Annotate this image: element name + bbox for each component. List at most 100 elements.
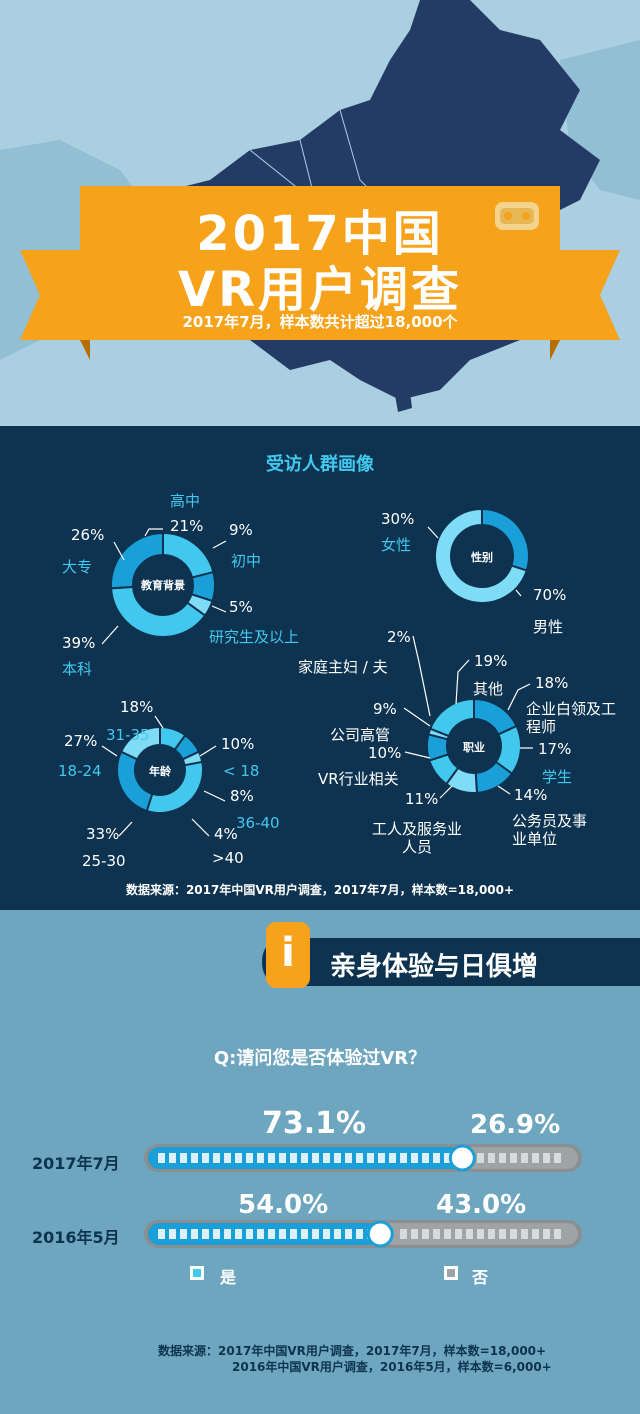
bar-segment [356, 1229, 363, 1239]
age-label-31-35: 31-35 [106, 726, 150, 744]
occ-label-student: 学生 [542, 768, 573, 786]
experience-section: i 亲身体验与日俱增 Q:请问您是否体验过VR？ 73.1% 26.9% 201… [0, 910, 640, 1414]
bar-segment [290, 1153, 297, 1163]
occ-value-civil: 14% [514, 786, 548, 804]
age-slice-5 [119, 726, 161, 761]
bar-segment [499, 1229, 506, 1239]
bar-segment [224, 1153, 231, 1163]
bar-segment [213, 1229, 220, 1239]
bar-segment [323, 1229, 330, 1239]
bar-segment [521, 1229, 528, 1239]
experience-bar-chart [144, 1144, 582, 1248]
bar-segment [180, 1153, 187, 1163]
info-badge-icon: i [281, 930, 295, 976]
edu-hole [133, 555, 193, 615]
donut-occupation-center: 职业 [463, 741, 485, 754]
edu-label-chuzhong: 初中 [231, 552, 262, 570]
bar-segment [268, 1153, 275, 1163]
age-label-lt18: < 18 [223, 762, 260, 780]
bar-segment [257, 1229, 264, 1239]
occ-hole [447, 719, 501, 773]
edu-label-yanjiusheng: 研究生及以上 [209, 628, 300, 646]
section2-title: 亲身体验与日俱增 [330, 952, 539, 982]
bar-segment [191, 1229, 198, 1239]
bar-segment [378, 1153, 385, 1163]
bar-segment [433, 1153, 440, 1163]
experience-source-line1: 数据来源：2017年中国VR用户调查，2017年7月，样本数=18,000+ [158, 1344, 547, 1358]
bar-segment [422, 1229, 429, 1239]
bar-no-0 [462, 1147, 578, 1169]
gender-value-female: 30% [381, 510, 415, 528]
edu-value-yanjiusheng: 5% [229, 598, 253, 616]
bar-segment [290, 1229, 297, 1239]
bar-segment [158, 1153, 165, 1163]
gender-hole [451, 525, 513, 587]
question-text: Q:请问您是否体验过VR？ [213, 1048, 427, 1069]
bar-segment [246, 1153, 253, 1163]
bar-segment [202, 1153, 209, 1163]
hero-banner: 2017中国 VR用户调查 2017年7月，样本数共计超过18,000个 [0, 0, 640, 426]
edu-label-benke: 本科 [62, 660, 93, 678]
age-label-18-24: 18-24 [58, 762, 102, 780]
bar-segment [279, 1229, 286, 1239]
leader-lines [101, 526, 533, 837]
edu-value-benke: 39% [62, 634, 96, 652]
bar-segment [521, 1153, 528, 1163]
edu-label-gaozhong: 高中 [170, 492, 201, 510]
bar-segment [400, 1229, 407, 1239]
donut-age-center: 年龄 [149, 765, 171, 778]
donut-age [116, 726, 204, 814]
occ-value-whitecollar: 18% [535, 674, 569, 692]
section-header-shape [262, 922, 640, 988]
bar-segment [202, 1229, 209, 1239]
bar-segment [400, 1153, 407, 1163]
bar-2017-yes-label: 73.1% [262, 1106, 367, 1141]
bar-segment [554, 1229, 561, 1239]
bar-yes-1 [148, 1223, 381, 1245]
age-value-36-40: 8% [230, 787, 254, 805]
bar-segment [543, 1229, 550, 1239]
bar-segment [532, 1153, 539, 1163]
bar-segment [191, 1153, 198, 1163]
profile-source: 数据来源：2017年中国VR用户调查，2017年7月，样本数=18,000+ [125, 883, 515, 897]
occ-label-civil: 公务员及事业单位 [512, 812, 588, 848]
gender-value-male: 70% [533, 586, 567, 604]
donut-education-center: 教育背景 [141, 579, 185, 592]
bar-2016-yes-label: 54.0% [238, 1190, 329, 1220]
gender-slice-1 [434, 508, 528, 604]
page-subtitle: 2017年7月，样本数共计超过18,000个 [182, 313, 458, 331]
occ-value-student: 17% [538, 740, 572, 758]
bar-segment [279, 1153, 286, 1163]
bar-segment [455, 1229, 462, 1239]
donut-gender [434, 508, 530, 604]
donut-education [110, 532, 216, 638]
bar-segment [235, 1153, 242, 1163]
bar-segment [246, 1229, 253, 1239]
donut-occupation [426, 698, 522, 794]
edu-value-chuzhong: 9% [229, 521, 253, 539]
respondent-profile-section: 受访人群画像 教育背景 21% 高中 9% 初中 5% 研究生及以上 39% 本… [0, 426, 640, 910]
age-value-25-30: 33% [86, 825, 120, 843]
bar-segment [180, 1229, 187, 1239]
bar-segment [477, 1153, 484, 1163]
bar-segment [411, 1153, 418, 1163]
bar-segment [312, 1153, 319, 1163]
bar-segment [510, 1153, 517, 1163]
occ-label-worker: 工人及服务业人员 [372, 820, 463, 856]
bar-segment [499, 1153, 506, 1163]
age-value-18-24: 27% [64, 732, 98, 750]
occ-label-whitecollar: 企业白领及工程师 [526, 700, 617, 736]
bar-segment [268, 1229, 275, 1239]
bar-segment [323, 1153, 330, 1163]
age-label-25-30: 25-30 [82, 852, 126, 870]
occ-label-other: 其他 [473, 680, 504, 698]
bar-2016-no-label: 43.0% [436, 1190, 527, 1220]
bar-segment [224, 1229, 231, 1239]
bar-segment [312, 1229, 319, 1239]
legend-no-label: 否 [472, 1268, 489, 1287]
age-label-gt40: >40 [212, 849, 244, 867]
edu-value-gaozhong: 21% [170, 517, 204, 535]
bar-split-knob-0 [448, 1144, 476, 1172]
bar-segment [389, 1153, 396, 1163]
age-hole [135, 745, 185, 795]
